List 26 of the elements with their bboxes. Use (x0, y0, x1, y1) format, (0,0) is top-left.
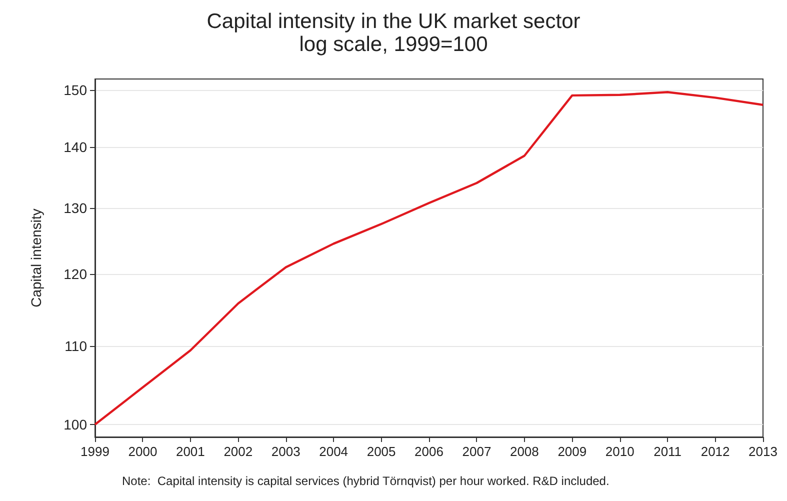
x-tick-label: 2009 (558, 444, 587, 459)
line-series (94, 91, 764, 426)
text: Note: Capital intensity is capital services (hybrid Törnqvist) per hour worked. R&D included. (122, 474, 610, 488)
x-tick-label: 2003 (271, 444, 300, 459)
chart-subtitle: log scale, 1999=100 (299, 33, 488, 56)
y-tick-label: 150 (64, 82, 88, 98)
chart-title: Capital intensity in the UK market sector (206, 10, 580, 33)
x-tick-label: 2005 (366, 444, 396, 459)
x-tick-label: 2006 (414, 444, 444, 459)
x-tick-label: 2004 (319, 444, 348, 459)
x-tick-label: 2008 (510, 444, 539, 459)
x-tick-label: 2002 (224, 444, 253, 459)
x-tick-label: 2013 (748, 444, 778, 459)
x-tick-label: 1999 (80, 444, 110, 459)
y-tick-label: 130 (64, 200, 88, 216)
x-tick-label: 2001 (176, 444, 205, 459)
x-tick-label: 2012 (700, 444, 730, 459)
x-tick-label: 2010 (605, 444, 634, 459)
y-tick-label: 120 (64, 266, 88, 282)
y-tick-label: 100 (64, 416, 88, 433)
y-tick-label: 110 (64, 338, 88, 354)
y-tick-label: 140 (64, 138, 88, 155)
x-tick-label: 2007 (462, 444, 492, 459)
y-axis-title: Capital intensity (28, 208, 44, 308)
x-tick-label: 2000 (128, 444, 158, 459)
x-tick-label: 2011 (654, 444, 682, 459)
